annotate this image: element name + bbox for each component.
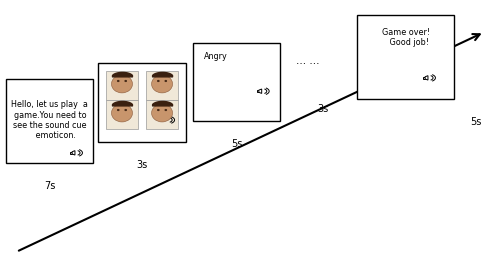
- Polygon shape: [164, 118, 167, 122]
- Polygon shape: [162, 119, 164, 121]
- Polygon shape: [423, 77, 425, 79]
- Bar: [146, 100, 178, 129]
- Ellipse shape: [152, 75, 172, 93]
- Text: ... ...: ... ...: [296, 56, 320, 66]
- Ellipse shape: [165, 80, 167, 82]
- Text: 3s: 3s: [136, 160, 147, 170]
- Ellipse shape: [157, 109, 160, 111]
- Ellipse shape: [165, 109, 167, 111]
- Text: Hello, let us play  a
game.You need to
see the sound cue
     emoticon.: Hello, let us play a game.You need to se…: [12, 100, 88, 140]
- Ellipse shape: [152, 104, 172, 122]
- Bar: [106, 70, 138, 100]
- Text: Angry: Angry: [204, 52, 228, 61]
- Bar: [358, 15, 454, 99]
- Ellipse shape: [117, 109, 119, 111]
- Ellipse shape: [157, 80, 160, 82]
- Text: 3s: 3s: [317, 104, 328, 114]
- Polygon shape: [72, 151, 75, 155]
- Polygon shape: [70, 152, 72, 154]
- Ellipse shape: [112, 75, 132, 93]
- Text: Game over!
   Good job!: Game over! Good job!: [382, 28, 430, 47]
- Ellipse shape: [117, 80, 119, 82]
- Bar: [146, 70, 178, 100]
- Polygon shape: [259, 89, 262, 93]
- Ellipse shape: [112, 104, 132, 122]
- Text: 5s: 5s: [470, 117, 482, 127]
- Text: 5s: 5s: [231, 139, 242, 149]
- Ellipse shape: [124, 80, 127, 82]
- Ellipse shape: [124, 109, 127, 111]
- Bar: [106, 100, 138, 129]
- Polygon shape: [425, 76, 428, 80]
- Text: 7s: 7s: [44, 181, 56, 191]
- Polygon shape: [256, 90, 259, 92]
- Text: Happy: Happy: [109, 73, 135, 82]
- Bar: [6, 79, 94, 163]
- Bar: [98, 63, 186, 142]
- Bar: [193, 43, 280, 121]
